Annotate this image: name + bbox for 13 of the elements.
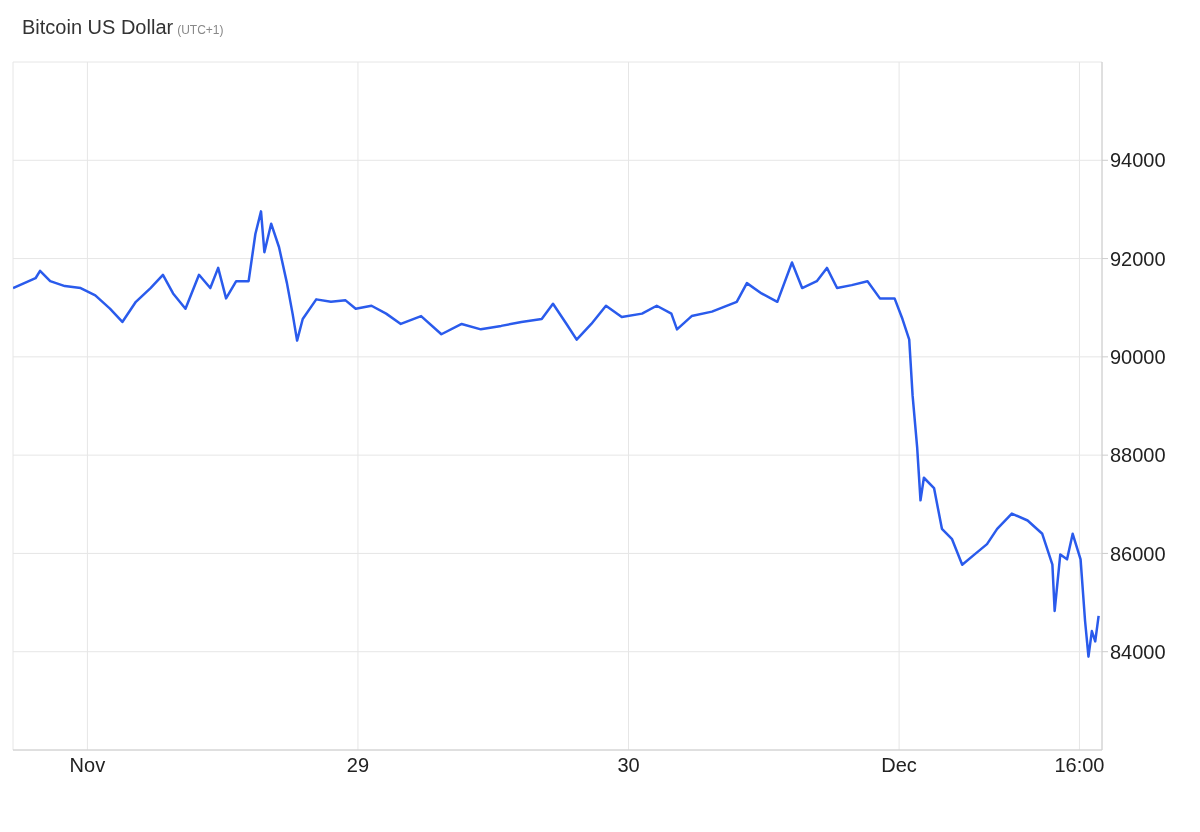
y-tick-label: 86000 [1110,542,1166,565]
y-tick-label: 94000 [1110,149,1166,172]
y-tick-label: 88000 [1110,444,1166,467]
chart-title: Bitcoin US Dollar [22,16,174,38]
x-tick-label: 16:00 [1054,754,1105,777]
x-tick-label: 30 [617,754,640,777]
y-tick-label: 92000 [1110,247,1166,270]
chart-subtitle: (UTC+1) [177,23,224,37]
x-tick-label: 29 [346,754,370,777]
x-tick-label: Dec [881,754,917,777]
y-tick-label: 84000 [1110,640,1166,663]
y-tick-label: 90000 [1110,345,1166,368]
x-tick-label: Nov [69,754,106,777]
